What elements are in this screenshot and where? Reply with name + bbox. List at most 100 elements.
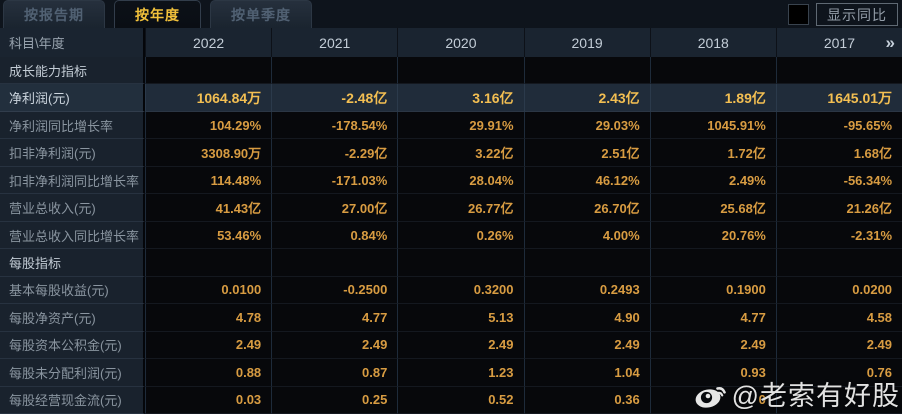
table-row: 每股资本公积金(元) 2.49 2.49 2.49 2.49 2.49 2.49	[0, 331, 902, 360]
cell-value: 3.22亿	[397, 139, 524, 167]
cell-value	[523, 57, 650, 85]
table-row: 净利润同比增长率 104.29% -178.54% 29.91% 29.03% 1045.…	[0, 111, 902, 140]
table-row: 净利润(元) 1064.84万 -2.48亿 3.16亿 2.43亿 1.89亿 1645.…	[0, 84, 902, 112]
cell-value: 0.93	[649, 359, 776, 387]
table-row: 扣非净利润同比增长率 114.48% -171.03% 28.04% 46.12% 2.4…	[0, 166, 902, 195]
cell-value: 0.84%	[271, 221, 398, 250]
cell-value	[649, 57, 776, 85]
year-header: 2019	[523, 28, 650, 57]
cell-value: 0.03	[145, 386, 272, 414]
tab-by-report-period[interactable]: 按报告期	[3, 0, 105, 28]
cell-value: 1064.84万	[145, 84, 272, 112]
row-label: 净利润同比增长率	[0, 111, 145, 140]
section-row: 成长能力指标	[0, 57, 902, 85]
cell-value	[145, 57, 272, 85]
year-header: 2018	[649, 28, 776, 57]
cell-value	[397, 57, 524, 85]
cell-value: -178.54%	[271, 111, 398, 140]
cell-value: 4.77	[271, 304, 398, 332]
cell-value: 0.3200	[397, 276, 524, 305]
cell-value: 0.25	[271, 386, 398, 414]
more-columns-icon[interactable]: »	[885, 32, 895, 52]
row-label: 扣非净利润(元)	[0, 139, 145, 167]
cell-value: 41.43亿	[145, 194, 272, 222]
cell-value: 2.49	[145, 331, 272, 360]
cell-value: 26.77亿	[397, 194, 524, 222]
cell-value: 4.77	[649, 304, 776, 332]
cell-value: 0.87	[271, 359, 398, 387]
cell-value: 0.36	[523, 386, 650, 414]
cell-value: 26.70亿	[523, 194, 650, 222]
cell-value: 28.04%	[397, 166, 524, 195]
cell-value: 1.68亿	[775, 139, 902, 167]
cell-value: 2.43亿	[523, 84, 650, 112]
cell-value: 21.26亿	[775, 194, 902, 222]
row-label: 扣非净利润同比增长率	[0, 166, 145, 195]
cell-value: 2.49	[775, 331, 902, 360]
cell-value: 0.52	[397, 386, 524, 414]
cell-value: -56.34%	[775, 166, 902, 195]
show-yoy-checkbox[interactable]	[788, 4, 809, 25]
cell-value	[523, 249, 650, 277]
table-body: 成长能力指标 净利润(元) 1064.84万 -2.48亿 3.16亿 2.43亿 1.89…	[0, 57, 902, 414]
cell-value: 1645.01万	[775, 84, 902, 112]
tab-bar: 按报告期 按年度 按单季度 显示同比	[0, 0, 902, 28]
cell-value: 2.49	[649, 331, 776, 360]
cell-value: 3.16亿	[397, 84, 524, 112]
cell-value	[775, 57, 902, 85]
table-row: 每股净资产(元) 4.78 4.77 5.13 4.90 4.77 4.58	[0, 304, 902, 332]
cell-value	[649, 249, 776, 277]
year-header-row: 2022 2021 2020 2019 2018 2017	[145, 28, 902, 57]
cell-value: 4.90	[523, 304, 650, 332]
cell-value: 2.49	[397, 331, 524, 360]
table-row: 基本每股收益(元) 0.0100 -0.2500 0.3200 0.2493 0.1900…	[0, 276, 902, 305]
cell-value: 0.88	[145, 359, 272, 387]
cell-value: 53.46%	[145, 221, 272, 250]
cell-value: 0.76	[775, 359, 902, 387]
table-row: 每股经营现金流(元) 0.03 0.25 0.52 0.36 0	[0, 386, 902, 414]
show-yoy-label[interactable]: 显示同比	[816, 3, 898, 26]
row-label: 每股净资产(元)	[0, 304, 145, 332]
cell-value: 3308.90万	[145, 139, 272, 167]
cell-value: 46.12%	[523, 166, 650, 195]
cell-value	[397, 249, 524, 277]
cell-value: 114.48%	[145, 166, 272, 195]
cell-value: -171.03%	[271, 166, 398, 195]
tab-bar-tabs: 按报告期 按年度 按单季度	[0, 0, 312, 28]
cell-value: 0.1900	[649, 276, 776, 305]
cell-value: 4.00%	[523, 221, 650, 250]
cell-value: 104.29%	[145, 111, 272, 140]
cell-value	[775, 249, 902, 277]
cell-value: 0.0100	[145, 276, 272, 305]
cell-value: 2.49%	[649, 166, 776, 195]
cell-value	[271, 249, 398, 277]
cell-value: 2.49	[271, 331, 398, 360]
year-header: 2020	[397, 28, 524, 57]
table-row: 营业总收入同比增长率 53.46% 0.84% 0.26% 4.00% 20.76% -2.…	[0, 221, 902, 250]
year-header: 2017	[775, 28, 902, 57]
cell-value: 2.49	[523, 331, 650, 360]
cell-value: 1.04	[523, 359, 650, 387]
row-label: 基本每股收益(元)	[0, 276, 145, 305]
cell-value: 1045.91%	[649, 111, 776, 140]
cell-value: 25.68亿	[649, 194, 776, 222]
cell-value: 0.0200	[775, 276, 902, 305]
cell-value: 4.78	[145, 304, 272, 332]
row-label: 每股未分配利润(元)	[0, 359, 145, 387]
cell-value: 29.03%	[523, 111, 650, 140]
cell-value: -2.48亿	[271, 84, 398, 112]
cell-value: -2.31%	[775, 221, 902, 250]
year-header: 2021	[271, 28, 398, 57]
row-label: 每股经营现金流(元)	[0, 386, 145, 414]
row-label: 营业总收入(元)	[0, 194, 145, 222]
tab-by-quarter[interactable]: 按单季度	[210, 0, 312, 28]
cell-value: 27.00亿	[271, 194, 398, 222]
tab-by-year[interactable]: 按年度	[114, 0, 201, 28]
cell-value: 2.51亿	[523, 139, 650, 167]
row-label: 成长能力指标	[0, 57, 145, 85]
cell-value: 29.91%	[397, 111, 524, 140]
cell-value	[775, 386, 902, 414]
cell-value: 5.13	[397, 304, 524, 332]
row-label: 每股指标	[0, 249, 145, 277]
